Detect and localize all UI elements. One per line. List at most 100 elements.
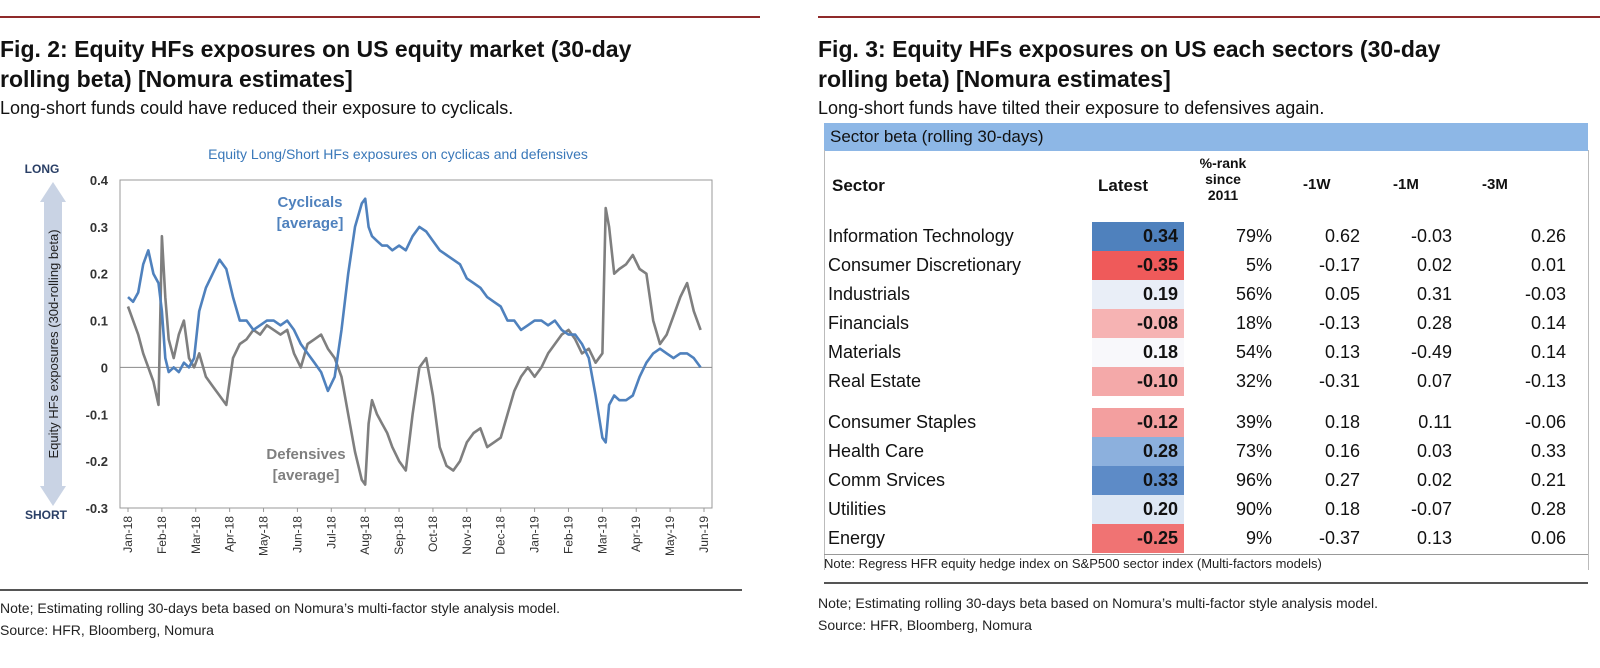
- latest-cell: 0.33: [1092, 466, 1184, 495]
- sector-cell: Energy: [828, 528, 886, 548]
- x-tick-label: Jun-19: [697, 516, 711, 553]
- x-tick-label: Mar-19: [595, 516, 609, 554]
- y-tick-label: 0.4: [90, 173, 109, 188]
- figure-3-panel: Fig. 3: Equity HFs exposures on US each …: [818, 0, 1600, 668]
- latest-cell: 0.28: [1092, 437, 1184, 466]
- x-tick-label: Feb-19: [561, 516, 575, 554]
- 1w-cell: 0.27: [1324, 470, 1360, 490]
- rank-cell: 9%: [1245, 528, 1272, 548]
- y-tick-label: 0.3: [90, 220, 108, 235]
- x-tick-label: Apr-18: [223, 516, 237, 552]
- sector-cell: Financials: [828, 313, 910, 333]
- y-axis-short-label: SHORT: [25, 508, 68, 522]
- 1m-cell: 0.28: [1416, 313, 1452, 333]
- figure-2-panel: Fig. 2: Equity HFs exposures on US equit…: [0, 0, 760, 668]
- table-right-border: [1588, 150, 1589, 570]
- x-tick-label: Oct-18: [426, 516, 440, 552]
- rank-cell: 73%: [1235, 441, 1272, 461]
- line-chart: Equity Long/Short HFs exposures on cycli…: [25, 146, 713, 556]
- sector-cell: Industrials: [828, 284, 911, 304]
- cyclicals-annotation: [average]: [277, 215, 344, 232]
- table-note-rule: [824, 554, 1588, 577]
- 3m-cell: -0.13: [1524, 371, 1566, 391]
- table-title-band: Sector beta (rolling 30-days): [824, 123, 1588, 151]
- 1m-cell: -0.07: [1410, 499, 1452, 519]
- 3m-cell: 0.06: [1530, 528, 1566, 548]
- 3m-cell: 0.14: [1530, 313, 1566, 333]
- x-tick-label: Jan-18: [121, 516, 135, 553]
- 1w-cell: 0.62: [1324, 226, 1360, 246]
- table-row: Utilities 0.20 90% 0.18 -0.07 0.28: [824, 495, 1588, 524]
- 1w-cell: 0.13: [1324, 342, 1360, 362]
- header-rule: [0, 16, 760, 18]
- 1w-cell: -0.13: [1318, 313, 1360, 333]
- 1w-cell: 0.18: [1324, 412, 1360, 432]
- 1w-cell: -0.31: [1318, 371, 1360, 391]
- y-tick-label: 0.2: [90, 267, 108, 282]
- 1m-cell: -0.49: [1410, 342, 1452, 362]
- table-row: Materials 0.18 54% 0.13 -0.49 0.14: [824, 338, 1588, 367]
- sector-cell: Health Care: [828, 441, 925, 461]
- sector-cell: Consumer Discretionary: [828, 255, 1022, 275]
- y-axis-label: Equity HFs exposures (30d-rolling beta): [46, 229, 61, 458]
- rank-cell: 54%: [1235, 342, 1272, 362]
- table-row: Comm Srvices 0.33 96% 0.27 0.02 0.21: [824, 466, 1588, 495]
- table-row: Information Technology 0.34 79% 0.62 -0.03 0.…: [824, 222, 1588, 251]
- latest-cell: -0.08: [1092, 309, 1184, 338]
- x-tick-label: Dec-18: [494, 516, 508, 555]
- latest-cell: 0.18: [1092, 338, 1184, 367]
- 1w-cell: 0.18: [1324, 499, 1360, 519]
- defensives-annotation: [average]: [273, 467, 340, 484]
- 1m-cell: 0.07: [1416, 371, 1452, 391]
- x-tick-label: Apr-19: [629, 516, 643, 552]
- latest-cell: -0.35: [1092, 251, 1184, 280]
- table-row: Energy -0.25 9% -0.37 0.13 0.06: [824, 524, 1588, 553]
- 1m-cell: -0.03: [1410, 226, 1452, 246]
- y-tick-label: -0.2: [86, 454, 108, 469]
- 1m-cell: 0.13: [1416, 528, 1452, 548]
- table-row: Industrials 0.19 56% 0.05 0.31 -0.03: [824, 280, 1588, 309]
- figure-2-subtitle: Long-short funds could have reduced thei…: [0, 98, 514, 118]
- chart-title: Equity Long/Short HFs exposures on cycli…: [208, 146, 588, 162]
- 3m-cell: -0.03: [1524, 284, 1566, 304]
- 1m-cell: 0.03: [1416, 441, 1452, 461]
- rank-cell: 39%: [1235, 412, 1272, 432]
- header-1w: -1W: [1303, 176, 1331, 193]
- y-tick-label: -0.3: [86, 501, 108, 516]
- rank-cell: 56%: [1235, 284, 1272, 304]
- figure-3-note: Note; Estimating rolling 30-days beta ba…: [818, 595, 1378, 611]
- x-tick-label: Mar-18: [189, 516, 203, 554]
- sector-cell: Utilities: [828, 499, 887, 519]
- figure-2-note: Note; Estimating rolling 30-days beta ba…: [0, 600, 560, 616]
- y-axis-long-label: LONG: [25, 162, 60, 176]
- table-left-border: [824, 150, 825, 570]
- sector-cell: Real Estate: [828, 371, 922, 391]
- x-tick-label: Aug-18: [358, 516, 372, 555]
- y-tick-label: 0: [101, 360, 108, 375]
- figure-3-source: Source: HFR, Bloomberg, Nomura: [818, 617, 1032, 633]
- figure-3-title: Fig. 3: Equity HFs exposures on US each …: [818, 36, 1441, 92]
- 1m-cell: 0.02: [1416, 470, 1452, 490]
- defensives-annotation: Defensives: [266, 446, 345, 463]
- x-tick-label: May-18: [257, 516, 271, 556]
- x-tick-label: Sep-18: [392, 516, 406, 555]
- rank-cell: 5%: [1245, 255, 1272, 275]
- 1m-cell: 0.31: [1416, 284, 1452, 304]
- y-axis-arrow-down: [40, 486, 66, 506]
- 1w-cell: 0.16: [1324, 441, 1360, 461]
- defensives-line: [126, 206, 702, 486]
- y-axis-arrow-up: [40, 182, 66, 202]
- y-tick-label: -0.1: [86, 407, 108, 422]
- header-3m: -3M: [1482, 176, 1508, 193]
- rank-cell: 18%: [1235, 313, 1272, 333]
- 3m-cell: 0.21: [1530, 470, 1566, 490]
- 3m-cell: 0.26: [1530, 226, 1566, 246]
- 1w-cell: -0.37: [1318, 528, 1360, 548]
- latest-cell: 0.34: [1092, 222, 1184, 251]
- rank-cell: 90%: [1235, 499, 1272, 519]
- 3m-cell: 0.01: [1530, 255, 1566, 275]
- rank-cell: 79%: [1235, 226, 1272, 246]
- 1w-cell: 0.05: [1324, 284, 1360, 304]
- footer-rule: [0, 589, 742, 591]
- table-note: Note: Regress HFR equity hedge index on …: [824, 556, 1322, 571]
